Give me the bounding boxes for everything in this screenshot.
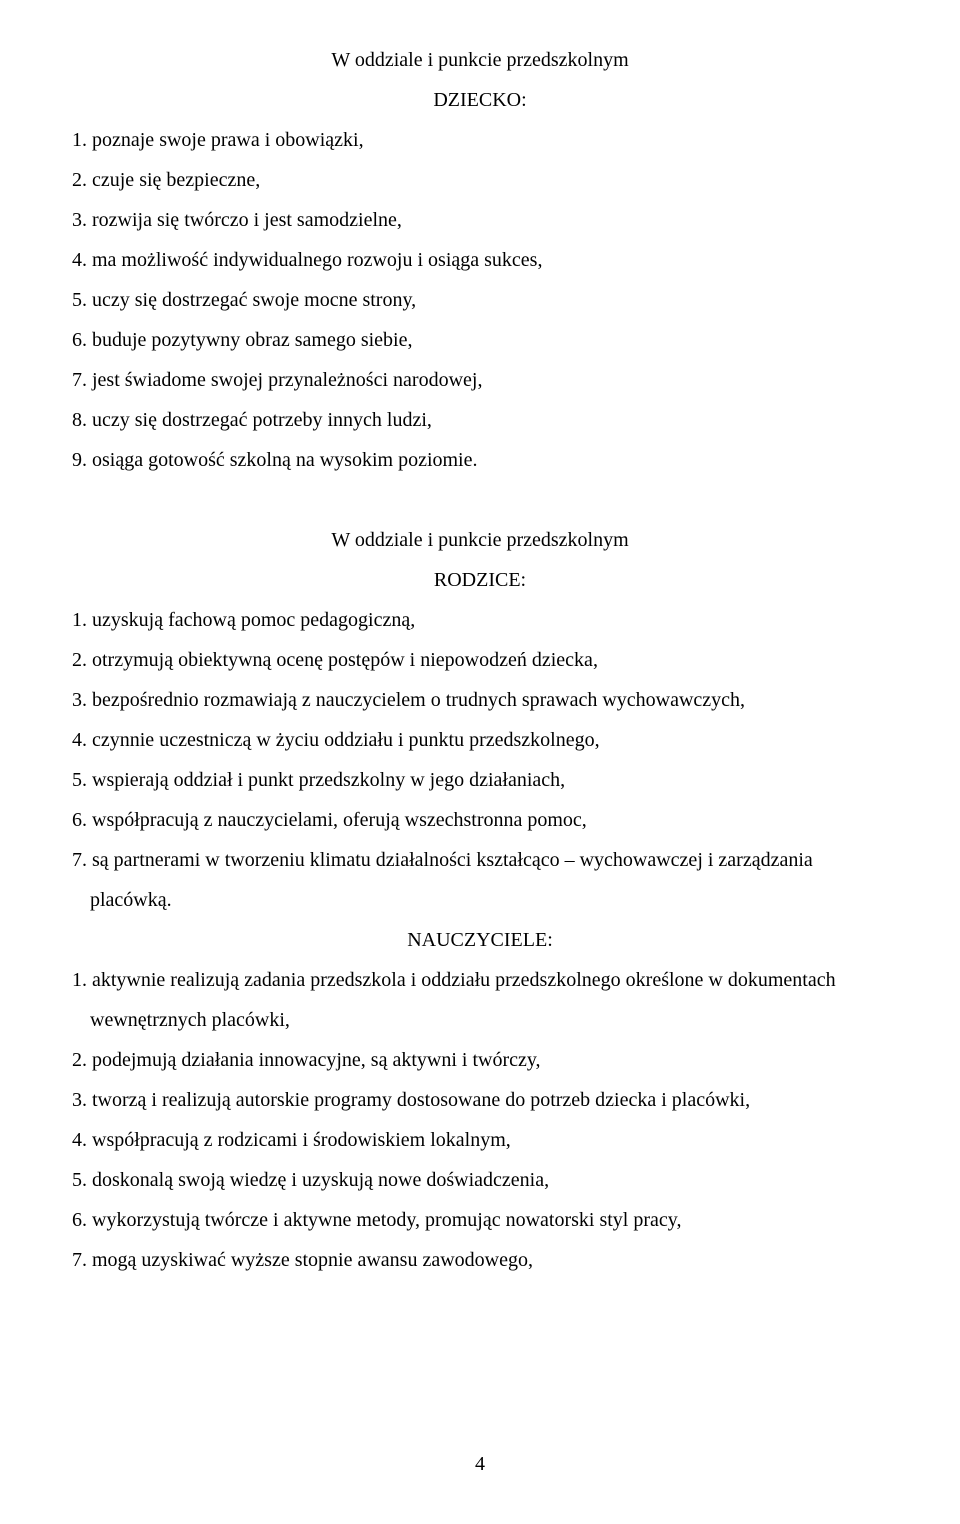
section-subtitle-2: RODZICE: xyxy=(72,560,888,600)
s1-item-9: 9. osiąga gotowość szkolną na wysokim po… xyxy=(72,440,888,480)
s1-item-4: 4. ma możliwość indywidualnego rozwoju i… xyxy=(72,240,888,280)
s2-item-7-cont: placówką. xyxy=(72,880,888,920)
page-number: 4 xyxy=(0,1444,960,1484)
section-subtitle-3: NAUCZYCIELE: xyxy=(72,920,888,960)
s1-item-5: 5. uczy się dostrzegać swoje mocne stron… xyxy=(72,280,888,320)
s1-item-2: 2. czuje się bezpieczne, xyxy=(72,160,888,200)
s3-item-1: 1. aktywnie realizują zadania przedszkol… xyxy=(72,960,888,1000)
s1-item-1: 1. poznaje swoje prawa i obowiązki, xyxy=(72,120,888,160)
s1-item-3: 3. rozwija się twórczo i jest samodzieln… xyxy=(72,200,888,240)
s2-item-1: 1. uzyskują fachową pomoc pedagogiczną, xyxy=(72,600,888,640)
s1-item-8: 8. uczy się dostrzegać potrzeby innych l… xyxy=(72,400,888,440)
section-subtitle-1: DZIECKO: xyxy=(72,80,888,120)
s2-item-3: 3. bezpośrednio rozmawiają z nauczyciele… xyxy=(72,680,888,720)
section-heading-2: W oddziale i punkcie przedszkolnym xyxy=(72,520,888,560)
s3-item-6: 6. wykorzystują twórcze i aktywne metody… xyxy=(72,1200,888,1240)
s3-item-7: 7. mogą uzyskiwać wyższe stopnie awansu … xyxy=(72,1240,888,1280)
s2-item-5: 5. wspierają oddział i punkt przedszkoln… xyxy=(72,760,888,800)
s2-item-4: 4. czynnie uczestniczą w życiu oddziału … xyxy=(72,720,888,760)
s3-item-4: 4. współpracują z rodzicami i środowiski… xyxy=(72,1120,888,1160)
s3-item-2: 2. podejmują działania innowacyjne, są a… xyxy=(72,1040,888,1080)
s2-item-7: 7. są partnerami w tworzeniu klimatu dzi… xyxy=(72,840,888,880)
s3-item-1-cont: wewnętrznych placówki, xyxy=(72,1000,888,1040)
s1-item-7: 7. jest świadome swojej przynależności n… xyxy=(72,360,888,400)
s2-item-6: 6. współpracują z nauczycielami, oferują… xyxy=(72,800,888,840)
s3-item-5: 5. doskonalą swoją wiedzę i uzyskują now… xyxy=(72,1160,888,1200)
s1-item-6: 6. buduje pozytywny obraz samego siebie, xyxy=(72,320,888,360)
s3-item-3: 3. tworzą i realizują autorskie programy… xyxy=(72,1080,888,1120)
s2-item-2: 2. otrzymują obiektywną ocenę postępów i… xyxy=(72,640,888,680)
section-heading-1: W oddziale i punkcie przedszkolnym xyxy=(72,40,888,80)
